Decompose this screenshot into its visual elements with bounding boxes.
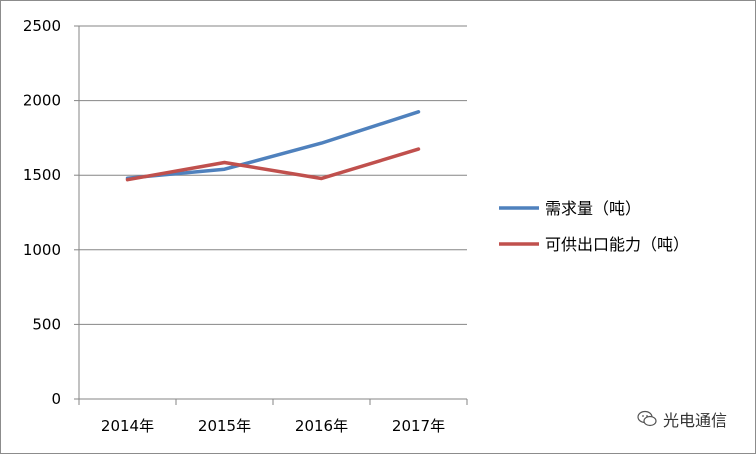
- series-line-0: [128, 112, 419, 178]
- series-lines: [127, 112, 418, 180]
- y-tick-label: 0: [51, 390, 61, 408]
- y-tick-label: 2500: [23, 17, 61, 35]
- legend: 需求量（吨） 可供出口能力（吨）: [499, 199, 689, 254]
- y-tick-label: 1000: [23, 241, 61, 259]
- x-tick-labels: 2014年 2015年 2016年 2017年: [101, 417, 445, 435]
- legend-label: 可供出口能力（吨）: [545, 235, 689, 254]
- y-tick-label: 500: [32, 315, 61, 333]
- watermark-text: 光电通信: [663, 407, 727, 431]
- x-tick-label: 2016年: [295, 417, 348, 435]
- x-tick-label: 2017年: [392, 417, 445, 435]
- gridlines: [79, 26, 467, 324]
- x-tick-label: 2015年: [198, 417, 251, 435]
- y-tick-label: 1500: [23, 166, 61, 184]
- wechat-icon: [637, 410, 657, 428]
- x-tick-label: 2014年: [101, 417, 154, 435]
- watermark: 光电通信: [637, 407, 727, 431]
- y-tick-label: 2000: [23, 92, 61, 110]
- y-tick-labels: 0 500 1000 1500 2000 2500: [23, 17, 61, 408]
- legend-label: 需求量（吨）: [545, 199, 641, 218]
- axes: [74, 26, 467, 405]
